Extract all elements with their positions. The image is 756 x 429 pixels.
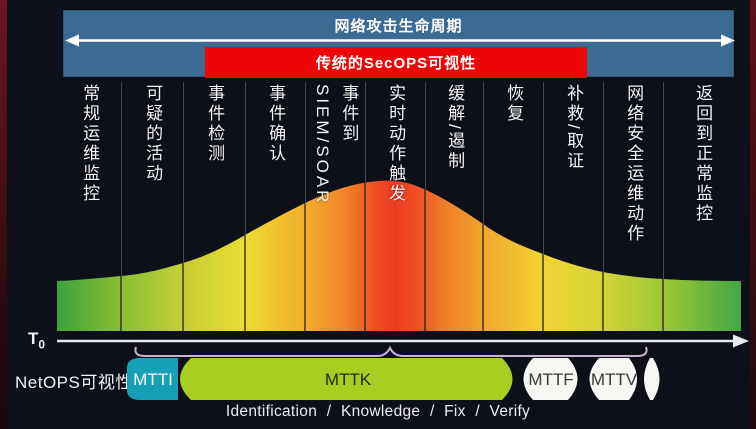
phase-column-7: 缓解/遏制 — [425, 84, 483, 330]
mtti-segment — [127, 358, 178, 400]
netops-visibility-label: NetOPS可视性 — [15, 373, 133, 392]
mttk-segment — [180, 358, 513, 400]
phase-label: 事件到 SIEM/SOAR — [313, 84, 359, 206]
phase-column-9: 补救/取证 — [543, 84, 603, 330]
timeline-caption: Identification / Knowledge / Fix / Verif… — [225, 403, 531, 420]
phase-label: 补救/取证 — [564, 84, 584, 172]
lifecycle-title: 网络攻击生命周期 — [334, 18, 463, 35]
mttf-segment — [523, 358, 578, 400]
phase-label: 缓解/遏制 — [445, 84, 465, 172]
phase-label: 恢复 — [504, 84, 524, 124]
phase-column-10: 网络安全运维动作 — [603, 84, 663, 330]
t0-label: T0 — [28, 329, 45, 351]
right-edge-artifact — [750, 0, 756, 429]
netops-brace — [134, 345, 648, 357]
phase-column-4: 事件确认 — [245, 84, 305, 330]
phase-column-5: 事件到 SIEM/SOAR — [305, 84, 365, 330]
phase-column-6: 实时动作触发 — [365, 84, 425, 330]
netops-bar: MTTI MTTK MTTF MTTV — [127, 358, 660, 400]
mttv-segment — [589, 358, 637, 400]
mtti-label: MTTI — [133, 370, 173, 389]
phase-column-8: 恢复 — [483, 84, 543, 330]
t0-subscript: 0 — [38, 337, 46, 352]
secops-visibility-banner: 传统的SecOPS可视性 — [205, 47, 587, 78]
left-edge-artifact — [0, 0, 7, 429]
phase-column-3: 事件检测 — [183, 84, 245, 330]
phase-column-11: 返回到正常监控 — [663, 84, 741, 330]
phase-label: 事件确认 — [266, 84, 286, 164]
phase-label: 事件检测 — [205, 84, 225, 164]
mttv-label: MTTV — [591, 370, 638, 389]
phase-label: 实时动作触发 — [386, 84, 406, 204]
secops-title: 传统的SecOPS可视性 — [315, 55, 477, 72]
mttf-label: MTTF — [528, 370, 573, 389]
mttk-label: MTTK — [325, 370, 372, 389]
time-axis — [57, 334, 749, 348]
phase-column-2: 可疑的活动 — [121, 84, 183, 330]
phase-label: 可疑的活动 — [143, 84, 163, 184]
phase-label: 常规运维监控 — [80, 84, 100, 204]
phase-label: 返回到正常监控 — [693, 84, 713, 224]
bar-end-cap — [644, 358, 660, 400]
phase-label: 网络安全运维动作 — [624, 84, 644, 244]
t0-main: T — [28, 329, 39, 348]
phase-column-1: 常规运维监控 — [57, 84, 121, 330]
